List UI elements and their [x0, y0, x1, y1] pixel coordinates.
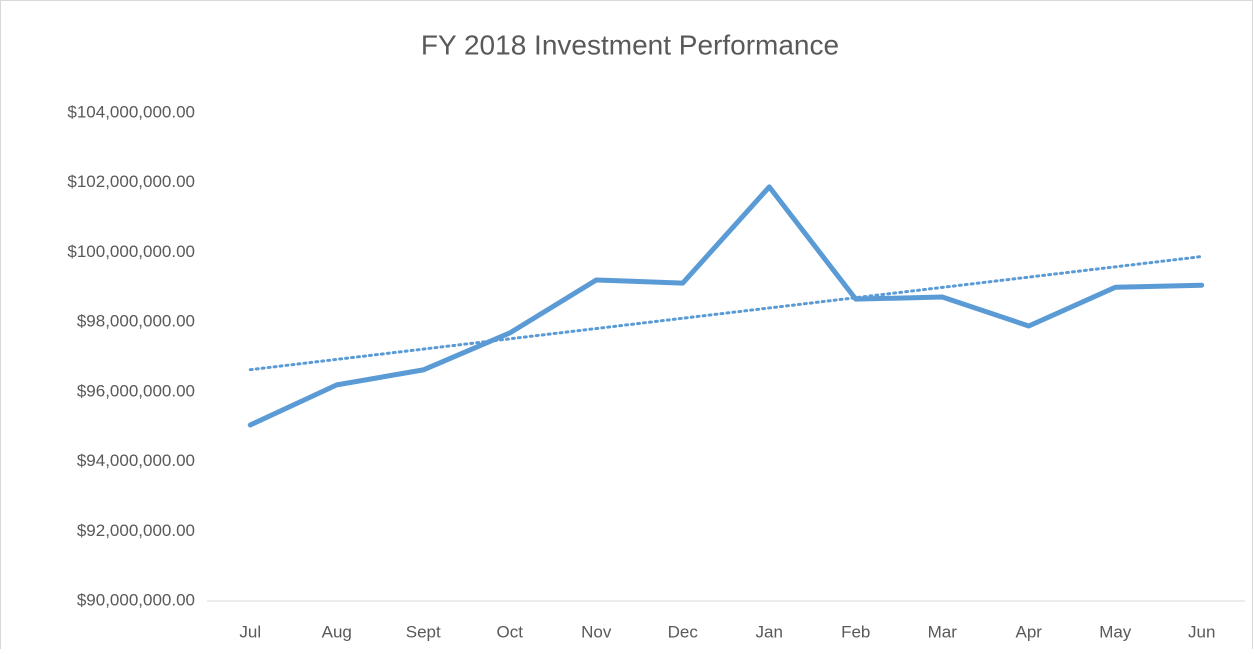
x-tick-label: Dec [668, 622, 699, 641]
line-series [247, 184, 1205, 428]
x-tick-label: Jun [1188, 622, 1215, 641]
x-tick-label: Jan [756, 622, 783, 641]
x-tick-label: Aug [322, 622, 352, 641]
x-tick-label: Sept [406, 622, 441, 641]
y-tick-label: $100,000,000.00 [67, 242, 195, 261]
y-tick-label: $94,000,000.00 [77, 451, 195, 470]
x-tick-label: Mar [928, 622, 958, 641]
x-tick-label: Nov [581, 622, 612, 641]
y-tick-label: $102,000,000.00 [67, 172, 195, 191]
x-tick-label: May [1099, 622, 1132, 641]
x-tick-label: Apr [1016, 622, 1043, 641]
y-tick-label: $90,000,000.00 [77, 590, 195, 609]
x-tick-label: Feb [841, 622, 870, 641]
y-tick-label: $96,000,000.00 [77, 381, 195, 400]
x-tick-label: Oct [497, 622, 524, 641]
y-tick-label: $98,000,000.00 [77, 312, 195, 331]
y-tick-label: $92,000,000.00 [77, 521, 195, 540]
chart-title: FY 2018 Investment Performance [421, 29, 839, 60]
y-tick-label: $104,000,000.00 [67, 102, 195, 121]
trendline [248, 255, 1204, 372]
x-tick-label: Jul [239, 622, 261, 641]
